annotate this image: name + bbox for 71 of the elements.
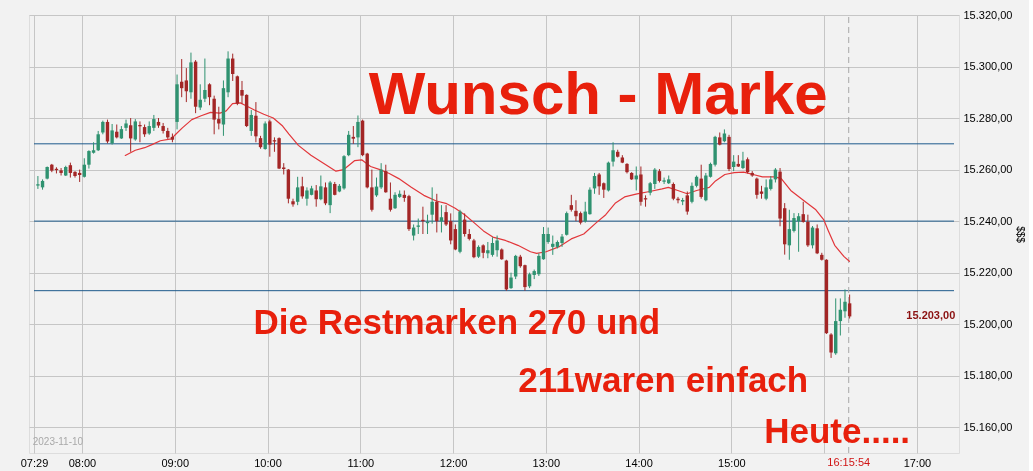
candlestick — [291, 198, 295, 208]
candlestick — [254, 101, 258, 143]
candlestick — [801, 201, 805, 224]
candlestick — [439, 204, 444, 233]
candlestick — [203, 58, 207, 103]
y-tick-label: 15.280,00 — [963, 111, 1013, 124]
x-tick-label: 13:00 — [532, 456, 561, 469]
x-tick-label: 12:00 — [439, 456, 468, 469]
candlestick — [435, 193, 439, 233]
x-tick-label: 11:00 — [347, 456, 375, 469]
y-tick-label: 15.240,00 — [963, 214, 1013, 227]
candlestick — [495, 235, 499, 258]
candlestick — [741, 151, 745, 170]
y-tick-label: 15.320,00 — [963, 8, 1013, 21]
candlestick — [421, 206, 425, 235]
candlestick — [87, 149, 91, 170]
candlestick — [356, 114, 360, 148]
candlestick — [829, 332, 833, 359]
candlestick — [105, 119, 110, 144]
annotation: Heute..... — [764, 410, 911, 450]
candlestick — [764, 178, 768, 201]
y-tick-label: 15.220,00 — [963, 266, 1013, 279]
candlestick — [597, 172, 601, 196]
x-tick-label: 10:00 — [254, 456, 282, 469]
y-axis-title: $$$ — [1015, 226, 1027, 244]
y-tick-label: 15.260,00 — [963, 163, 1013, 176]
candlestick — [319, 175, 323, 201]
candlestick — [161, 122, 165, 135]
candlestick — [370, 169, 374, 213]
candlestick — [806, 214, 810, 248]
x-tick-label: 09:00 — [161, 456, 189, 469]
x-tick-label: 15:00 — [718, 456, 746, 469]
candlestick — [690, 181, 694, 204]
candlestick — [268, 119, 272, 158]
candlestick — [611, 141, 615, 167]
candlestick — [110, 123, 114, 146]
annotation: 2023-11-10 — [32, 436, 84, 448]
candlestick — [305, 186, 309, 207]
x-tick-label: 08:00 — [68, 456, 97, 469]
candlestick — [124, 119, 128, 132]
candlestick — [430, 186, 434, 225]
candlestick — [662, 177, 666, 185]
ref-line-label: 16:15:54 — [827, 456, 871, 468]
annotation: 211waren einfach — [518, 359, 809, 399]
y-tick-label: 15.200,00 — [963, 317, 1013, 330]
annotation: Die Restmarken 270 und — [253, 301, 661, 341]
candlestick — [314, 184, 318, 208]
y-tick-label: 15.180,00 — [963, 369, 1013, 382]
candlestick — [212, 95, 216, 135]
y-tick-label: 15.160,00 — [963, 420, 1013, 433]
annotation: 15.203,00 — [906, 309, 956, 322]
candlestick — [843, 288, 847, 319]
candlestick — [513, 254, 518, 280]
candlestick — [490, 236, 495, 258]
candlestick — [328, 180, 332, 214]
candlestick — [59, 167, 63, 177]
candlestick — [379, 162, 383, 190]
y-tick-label: 15.300,00 — [963, 60, 1013, 73]
x-tick-label: 14:00 — [625, 456, 653, 469]
candlestick — [36, 175, 40, 190]
x-tick-label: 07:29 — [20, 456, 49, 469]
candlestick — [755, 177, 759, 200]
candlestick — [138, 120, 142, 143]
candlestick — [560, 233, 564, 248]
candlestick — [472, 238, 476, 259]
candlestick — [295, 176, 300, 206]
x-tick-label: 17:00 — [903, 456, 932, 469]
candlestick — [574, 199, 578, 222]
candlestick — [685, 190, 689, 216]
candlestick — [96, 130, 100, 152]
annotation: Wunsch - Marke — [368, 60, 828, 128]
